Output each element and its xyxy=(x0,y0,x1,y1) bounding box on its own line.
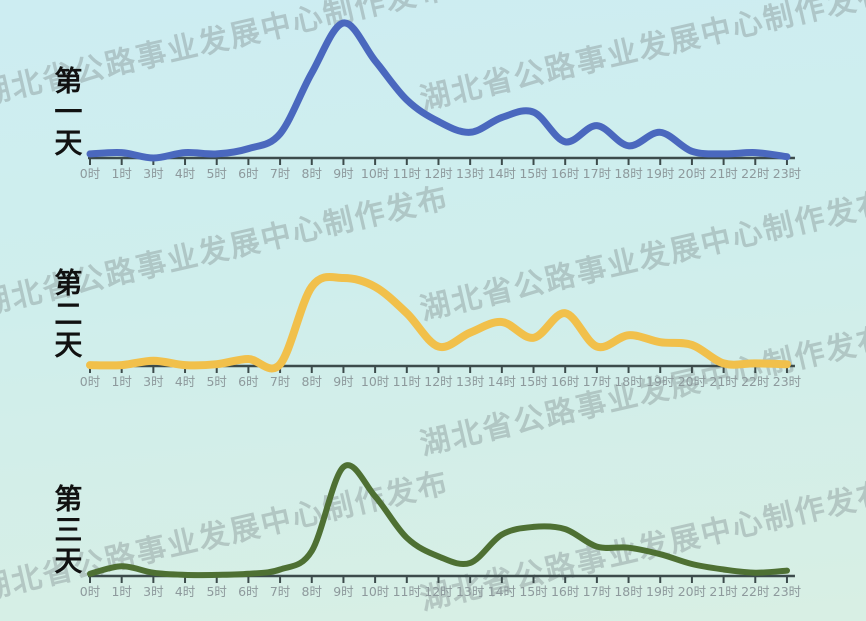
day-3-plot: 0时 1时 3时 4时 5时 6时 7时 8时 9时 10时 11时 12时 13时 14时 15时 16时 1… xyxy=(80,462,802,599)
axis-tick-label: 21时 xyxy=(709,166,738,181)
axis-tick-label: 17时 xyxy=(583,374,612,389)
axis-tick-label: 11时 xyxy=(393,166,422,181)
axis-tick-label: 20时 xyxy=(678,166,707,181)
axis-tick-label: 13时 xyxy=(456,166,485,181)
day-3-label: 第三天 xyxy=(50,484,84,577)
axis-tick-label: 0时 xyxy=(80,374,101,389)
axis-tick-label: 4时 xyxy=(175,584,196,599)
axis-tick-label: 22时 xyxy=(741,584,770,599)
axis-tick-label: 10时 xyxy=(361,584,390,599)
axis-tick-label: 1时 xyxy=(111,584,132,599)
axis-tick-label: 18时 xyxy=(614,166,643,181)
axis-tick-label: 15时 xyxy=(519,584,548,599)
chart-day-1: 第一天 0时 1时 3时 4时 5时 6时 7时 8时 9时 10时 11时 12时 13时 14时 15时… xyxy=(0,0,866,195)
axis-tick-label: 6时 xyxy=(238,374,259,389)
day-2-plot: 0时 1时 3时 4时 5时 6时 7时 8时 9时 10时 11时 12时 13时 14时 15时 16时 1… xyxy=(80,272,802,389)
axis-tick-label: 19时 xyxy=(646,166,675,181)
axis-tick-label: 23时 xyxy=(773,374,802,389)
axis-tick-label: 18时 xyxy=(614,374,643,389)
day-2-label: 第二天 xyxy=(50,268,84,361)
axis-tick-label: 15时 xyxy=(519,166,548,181)
axis-tick-label: 0时 xyxy=(80,584,101,599)
day-2-line xyxy=(86,272,791,373)
axis-tick-label: 0时 xyxy=(80,166,101,181)
axis-tick-label: 12时 xyxy=(424,584,453,599)
axis-tick-label: 17时 xyxy=(583,584,612,599)
axis-tick-label: 21时 xyxy=(709,584,738,599)
axis-tick-label: 10时 xyxy=(361,374,390,389)
axis-tick-label: 23时 xyxy=(773,166,802,181)
axis-tick-label: 23时 xyxy=(773,584,802,599)
axis-tick-label: 14时 xyxy=(488,166,517,181)
axis-tick-label: 16时 xyxy=(551,584,580,599)
axis-tick-label: 14时 xyxy=(488,584,517,599)
axis-tick-label: 3时 xyxy=(143,584,164,599)
axis-tick-label: 5时 xyxy=(206,374,227,389)
day-1-label: 第一天 xyxy=(50,66,84,159)
axis-tick-label: 6时 xyxy=(238,166,259,181)
axis-tick-label: 13时 xyxy=(456,584,485,599)
axis-tick-label: 9时 xyxy=(333,166,354,181)
axis-tick-label: 9时 xyxy=(333,374,354,389)
axis-tick-label: 19时 xyxy=(646,584,675,599)
day-1-line xyxy=(86,19,791,162)
day-3-line xyxy=(87,462,790,579)
axis-tick-label: 18时 xyxy=(614,584,643,599)
axis-tick-label: 20时 xyxy=(678,374,707,389)
axis-tick-label: 1时 xyxy=(111,374,132,389)
axis-tick-label: 8时 xyxy=(302,584,323,599)
axis-tick-label: 4时 xyxy=(175,166,196,181)
axis-tick-label: 8时 xyxy=(302,374,323,389)
axis-tick-label: 10时 xyxy=(361,166,390,181)
chart-day-2: 第二天 0时 1时 3时 4时 5时 6时 7时 8时 9时 10时 11时 12时 13时 14时 15时… xyxy=(0,208,866,403)
axis-tick-label: 12时 xyxy=(424,166,453,181)
axis-tick-label: 3时 xyxy=(143,374,164,389)
axis-tick-label: 17时 xyxy=(583,166,612,181)
axis-tick-label: 6时 xyxy=(238,584,259,599)
axis-tick-label: 14时 xyxy=(488,374,517,389)
axis-tick-label: 3时 xyxy=(143,166,164,181)
axis-tick-label: 16时 xyxy=(551,374,580,389)
axis-tick-label: 15时 xyxy=(519,374,548,389)
axis-tick-label: 13时 xyxy=(456,374,485,389)
day-1-plot: 0时 1时 3时 4时 5时 6时 7时 8时 9时 10时 11时 12时 13时 14时 15时 16时 1… xyxy=(80,19,802,181)
axis-tick-label: 11时 xyxy=(393,374,422,389)
axis-tick-label: 21时 xyxy=(709,374,738,389)
axis-tick-label: 7时 xyxy=(270,584,291,599)
axis-tick-label: 5时 xyxy=(206,166,227,181)
axis-tick-label: 20时 xyxy=(678,584,707,599)
axis-tick-label: 19时 xyxy=(646,374,675,389)
axis-tick-label: 16时 xyxy=(551,166,580,181)
axis-tick-label: 12时 xyxy=(424,374,453,389)
axis-tick-label: 22时 xyxy=(741,166,770,181)
chart-day-3: 第三天 0时 1时 3时 4时 5时 6时 7时 8时 9时 10时 11时 12时 13时 14时 15时… xyxy=(0,418,866,613)
axis-tick-label: 1时 xyxy=(111,166,132,181)
axis-tick-label: 7时 xyxy=(270,166,291,181)
axis-tick-label: 11时 xyxy=(393,584,422,599)
axis-tick-label: 7时 xyxy=(270,374,291,389)
axis-tick-label: 8时 xyxy=(302,166,323,181)
axis-tick-label: 9时 xyxy=(333,584,354,599)
axis-tick-label: 4时 xyxy=(175,374,196,389)
axis-tick-label: 5时 xyxy=(206,584,227,599)
axis-tick-label: 22时 xyxy=(741,374,770,389)
